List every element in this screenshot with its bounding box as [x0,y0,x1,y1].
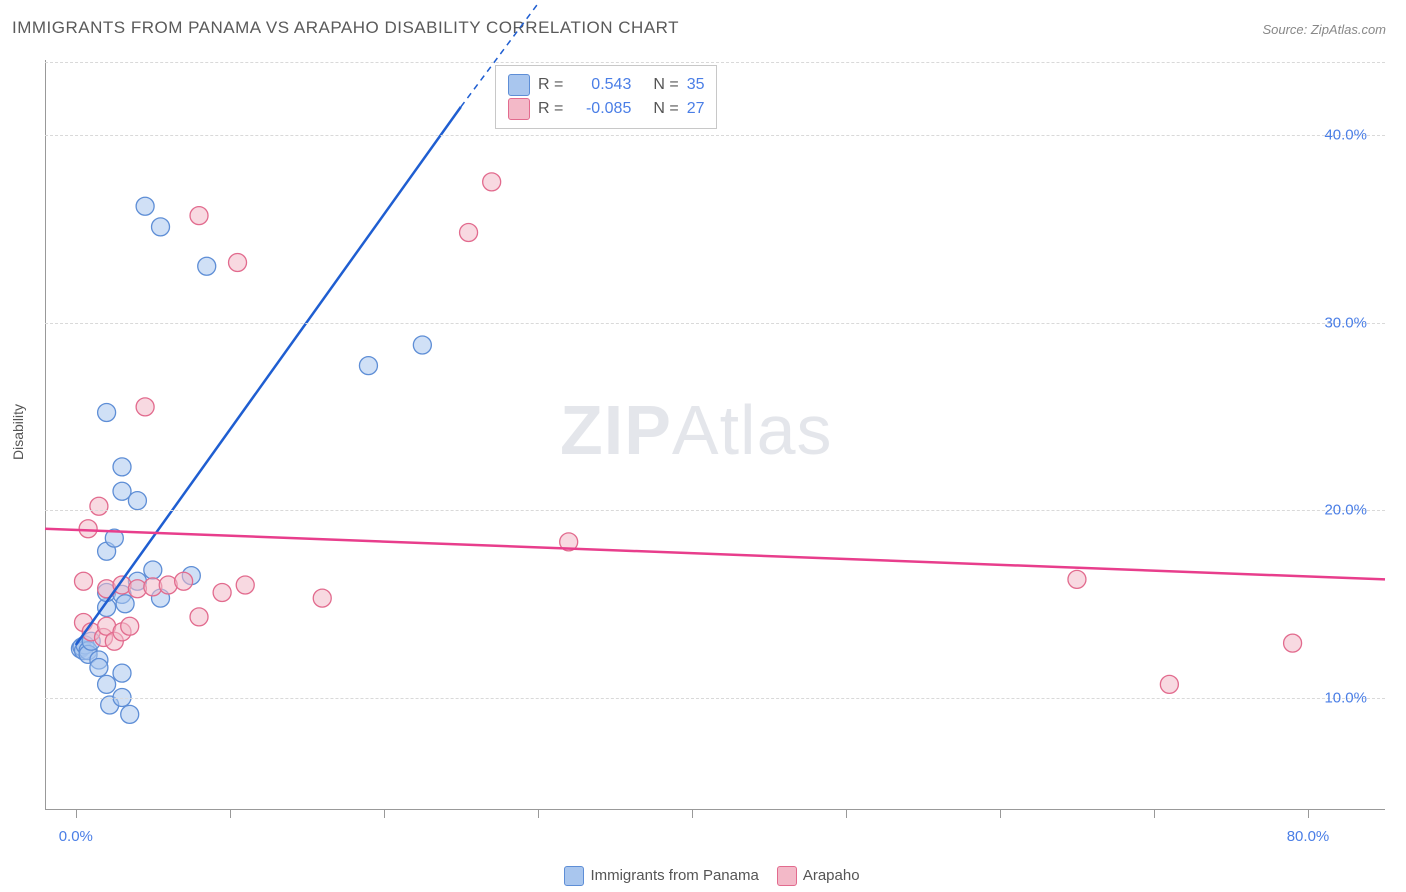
data-point-panama [121,705,139,723]
source-label: Source: ZipAtlas.com [1262,22,1386,37]
data-point-arapaho [313,589,331,607]
legend-R-label: R = [538,76,563,94]
data-point-panama [413,336,431,354]
y-tick-label: 30.0% [1324,314,1367,331]
data-point-panama [359,357,377,375]
data-point-panama [116,595,134,613]
data-point-arapaho [236,576,254,594]
data-point-arapaho [79,520,97,538]
x-tick-mark [1308,810,1309,818]
legend-R-value: -0.085 [571,100,631,118]
data-point-panama [90,659,108,677]
data-point-arapaho [213,584,231,602]
data-point-arapaho [90,497,108,515]
legend-swatch [508,74,530,96]
legend-N-value: 35 [687,76,705,94]
data-point-panama [98,675,116,693]
x-tick-mark [538,810,539,818]
trendline-panama [76,107,461,645]
plot-area: R = 0.543 N = 35 R = -0.085 N = 27 10.0% 20.0% 30… [45,60,1385,810]
gridline-h [45,698,1385,699]
legend-swatch [777,866,797,886]
legend-N-label: N = [653,100,678,118]
data-point-panama [198,257,216,275]
legend-N-value: 27 [687,100,705,118]
gridline-h [45,135,1385,136]
data-point-panama [136,197,154,215]
x-tick-mark [692,810,693,818]
data-point-arapaho [190,207,208,225]
x-tick-label: 80.0% [1287,828,1330,845]
data-point-arapaho [1068,570,1086,588]
legend-row-arapaho: R = -0.085 N = 27 [508,98,704,120]
data-point-arapaho [75,572,93,590]
data-point-arapaho [460,224,478,242]
data-point-panama [152,218,170,236]
legend-R-value: 0.543 [571,76,631,94]
y-tick-label: 20.0% [1324,502,1367,519]
data-point-arapaho [136,398,154,416]
x-tick-mark [384,810,385,818]
legend-R-label: R = [538,100,563,118]
data-point-panama [98,404,116,422]
y-axis-label: Disability [10,404,26,460]
x-tick-mark [230,810,231,818]
data-point-panama [128,492,146,510]
legend-row-panama: R = 0.543 N = 35 [508,74,704,96]
trendline-arapaho [45,529,1385,580]
data-point-panama [113,664,131,682]
data-point-arapaho [1160,675,1178,693]
y-tick-label: 10.0% [1324,689,1367,706]
x-tick-mark [846,810,847,818]
gridline-h [45,510,1385,511]
data-point-panama [144,561,162,579]
data-point-arapaho [229,254,247,272]
data-point-panama [113,458,131,476]
gridline-h [45,323,1385,324]
legend-swatch [508,98,530,120]
correlation-legend: R = 0.543 N = 35 R = -0.085 N = 27 [495,65,717,129]
chart-container: IMMIGRANTS FROM PANAMA VS ARAPAHO DISABI… [0,0,1406,892]
legend-N-label: N = [653,76,678,94]
data-point-arapaho [483,173,501,191]
x-tick-label: 0.0% [59,828,93,845]
data-point-arapaho [1284,634,1302,652]
x-tick-mark [1000,810,1001,818]
data-point-arapaho [175,572,193,590]
x-tick-mark [76,810,77,818]
y-tick-label: 40.0% [1324,127,1367,144]
series-legend: Immigrants from Panama Arapaho [0,866,1406,886]
chart-title: IMMIGRANTS FROM PANAMA VS ARAPAHO DISABI… [12,18,679,38]
data-point-arapaho [121,617,139,635]
x-tick-mark [1154,810,1155,818]
legend-swatch [564,866,584,886]
data-point-arapaho [190,608,208,626]
legend-series-label: Arapaho [803,867,860,884]
gridline-h [45,62,1385,63]
legend-series-label: Immigrants from Panama [590,867,758,884]
